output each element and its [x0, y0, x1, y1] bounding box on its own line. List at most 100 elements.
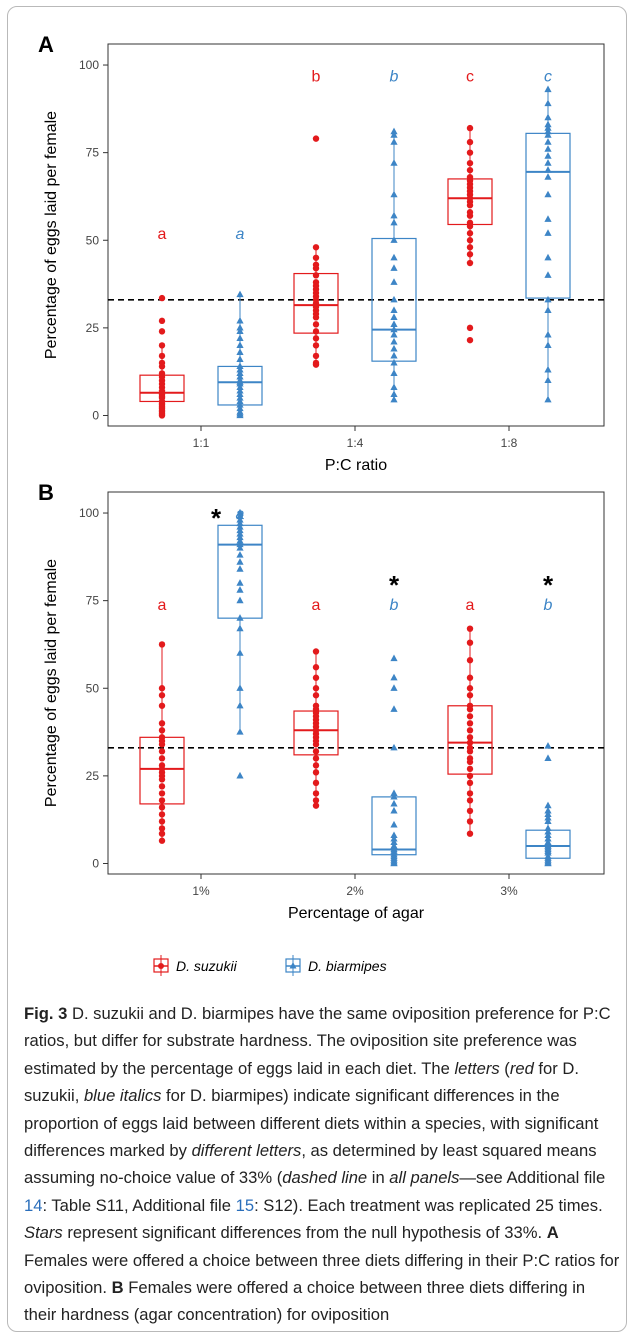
data-point	[236, 407, 244, 415]
caption-ref-15[interactable]: 15	[235, 1195, 255, 1215]
data-point	[466, 166, 474, 174]
data-point	[158, 830, 166, 837]
data-point	[544, 229, 552, 236]
data-point	[466, 720, 474, 727]
data-point	[390, 834, 398, 842]
legend: D. suzukii D. biarmipes	[153, 955, 387, 976]
data-point	[312, 769, 320, 776]
data-point	[158, 294, 166, 302]
data-point	[236, 369, 244, 377]
caption-text-11: Females were offered a choice between th…	[24, 1250, 620, 1298]
data-point	[390, 673, 398, 681]
data-point	[236, 397, 244, 405]
data-point	[466, 230, 474, 237]
data-point	[466, 702, 474, 709]
data-point	[158, 818, 166, 825]
data-point	[544, 852, 552, 860]
data-point	[466, 159, 474, 167]
data-point	[312, 321, 320, 328]
data-point	[544, 152, 552, 159]
data-point	[236, 537, 244, 544]
data-point	[466, 244, 474, 251]
data-point	[312, 790, 320, 797]
significance-letter: a	[236, 226, 245, 243]
data-point	[466, 219, 474, 226]
data-point	[158, 702, 166, 709]
data-point	[236, 323, 244, 331]
data-point	[158, 359, 166, 367]
data-point	[236, 393, 244, 401]
data-point	[158, 692, 166, 699]
data-point	[158, 720, 166, 727]
data-point	[158, 734, 166, 741]
caption-text-9: : S12). Each treatment was replicated 25…	[254, 1195, 603, 1215]
data-point	[544, 131, 552, 138]
data-point	[390, 313, 398, 320]
data-point	[466, 755, 474, 762]
significance-letter: a	[312, 597, 321, 614]
significance-letter: b	[544, 597, 553, 614]
data-point	[544, 173, 552, 180]
x-tick-label: 1:4	[347, 436, 364, 450]
data-point	[312, 272, 320, 279]
significance-letter: a	[236, 506, 245, 523]
data-point	[236, 544, 244, 551]
x-axis-label: P:C ratio	[325, 457, 387, 474]
data-point	[312, 279, 320, 286]
data-point	[312, 648, 320, 655]
y-tick-label: 100	[79, 506, 99, 520]
y-axis-label: Percentage of eggs laid per female	[43, 559, 60, 807]
caption-all-panels: all panels	[389, 1168, 460, 1188]
data-point	[236, 404, 244, 412]
data-point	[236, 316, 244, 324]
data-point	[312, 762, 320, 769]
data-point	[466, 149, 474, 156]
data-point	[158, 790, 166, 797]
data-point	[236, 362, 244, 370]
data-point	[236, 376, 244, 384]
data-point	[544, 190, 552, 198]
data-point	[158, 685, 166, 692]
data-point	[236, 390, 244, 398]
significance-letter: a	[158, 226, 167, 243]
data-point	[158, 755, 166, 762]
data-point	[544, 138, 552, 145]
data-point	[466, 739, 474, 746]
data-point	[236, 614, 244, 621]
data-point	[236, 516, 244, 523]
data-point	[544, 838, 552, 846]
data-point	[236, 365, 244, 373]
caption-ref-14[interactable]: 14	[24, 1195, 43, 1215]
data-point	[390, 131, 398, 138]
data-point	[312, 702, 320, 709]
data-point	[390, 190, 398, 198]
caption-text-5: , as determined by least squared means a…	[24, 1141, 597, 1188]
data-point	[158, 811, 166, 818]
y-tick-label: 25	[86, 321, 100, 335]
legend-label: D. suzukii	[176, 958, 238, 974]
data-point	[544, 754, 552, 761]
data-point	[544, 330, 552, 338]
data-point	[312, 685, 320, 692]
data-point	[158, 825, 166, 832]
significance-letter: b	[390, 69, 399, 86]
data-point	[544, 99, 552, 107]
significance-letter: c	[544, 69, 552, 86]
data-point	[466, 324, 474, 332]
data-point	[466, 779, 474, 787]
data-point	[544, 813, 552, 821]
data-point	[236, 400, 244, 408]
data-point	[390, 344, 398, 352]
data-point	[390, 351, 398, 359]
data-point	[466, 209, 474, 216]
data-point	[236, 334, 244, 341]
data-point	[390, 358, 398, 366]
significance-letter: b	[312, 69, 321, 86]
data-point	[466, 639, 474, 646]
data-point	[312, 254, 320, 261]
x-tick-label: 1%	[192, 884, 210, 898]
data-point	[466, 727, 474, 734]
x-tick-label: 1:1	[193, 436, 210, 450]
data-point	[466, 259, 474, 267]
data-point	[466, 830, 474, 837]
